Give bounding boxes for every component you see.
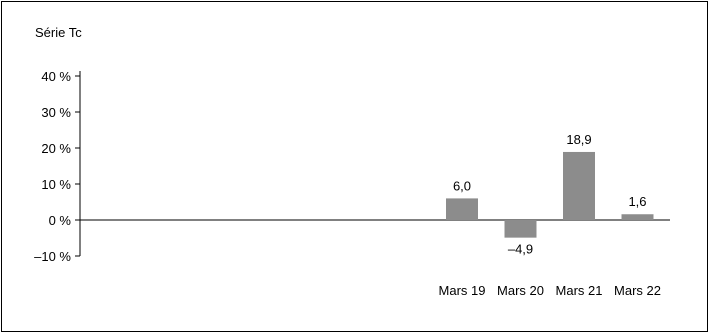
- x-category-label: Mars 21: [556, 283, 603, 298]
- y-tick-label: 0 %: [49, 213, 72, 228]
- y-tick-label: –10 %: [34, 249, 71, 264]
- bar: [504, 220, 537, 238]
- y-tick-label: 30 %: [41, 105, 71, 120]
- y-tick-label: 40 %: [41, 69, 71, 84]
- chart-title: Série Tc: [35, 25, 82, 40]
- bar-value-label: 18,9: [566, 132, 591, 147]
- bar-value-label: –4,9: [508, 242, 533, 257]
- y-tick-label: 20 %: [41, 141, 71, 156]
- bar-value-label: 6,0: [453, 178, 471, 193]
- x-category-label: Mars 19: [439, 283, 486, 298]
- bar-value-label: 1,6: [628, 194, 646, 209]
- bar: [621, 214, 654, 220]
- bar: [563, 151, 595, 220]
- y-tick-label: 10 %: [41, 177, 71, 192]
- x-category-label: Mars 20: [497, 283, 544, 298]
- bar: [446, 198, 478, 220]
- x-category-label: Mars 22: [614, 283, 661, 298]
